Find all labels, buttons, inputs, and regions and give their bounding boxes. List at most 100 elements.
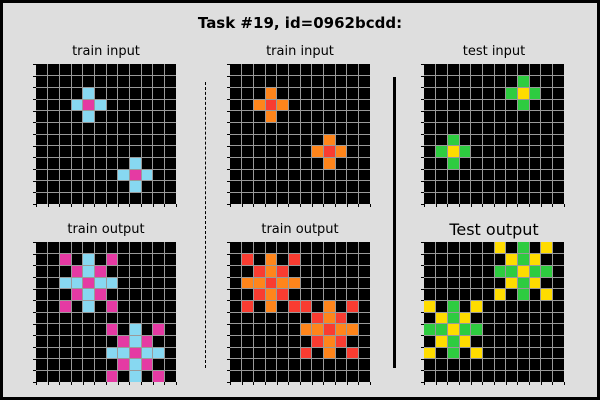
grid-cell-green [459, 145, 471, 158]
grid-cell-red [311, 312, 324, 324]
axis-tick [421, 253, 424, 255]
grid-cell-magenta [152, 323, 165, 336]
grid-test-input [424, 64, 564, 204]
grid-cell-green [459, 323, 471, 336]
axis-tick [447, 382, 449, 385]
gridline-horizontal [230, 121, 370, 123]
grid-cell-orange [346, 323, 359, 336]
grid-cell-green [447, 312, 459, 324]
gridline-horizontal [230, 86, 370, 88]
grid-cell-magenta [94, 265, 106, 277]
grid-cell-magenta [106, 300, 118, 312]
grid-cell-green [505, 87, 518, 99]
axis-tick [33, 370, 36, 372]
axis-tick [117, 204, 119, 207]
axis-tick [421, 110, 424, 112]
axis-tick [421, 99, 424, 100]
grid-cell-green [517, 288, 529, 301]
grid-cell-green [517, 99, 529, 111]
axis-tick [33, 347, 36, 348]
axis-tick [33, 145, 36, 147]
grid-cell-blue [71, 277, 83, 289]
axis-tick [482, 382, 484, 385]
gridline-horizontal [36, 191, 176, 193]
grid-cell-blue [117, 169, 130, 181]
axis-tick [227, 347, 230, 348]
axis-tick [227, 382, 230, 383]
grid-cell-green [517, 277, 529, 289]
panel-label-train-input-1: train input [72, 44, 140, 59]
axis-tick [276, 382, 278, 385]
axis-tick [529, 204, 530, 207]
axis-tick [71, 382, 72, 385]
axis-tick [435, 204, 437, 207]
grid-cell-yellow [447, 145, 459, 158]
panel-label-test-input: test input [462, 44, 526, 59]
grid-train-input-2 [230, 64, 370, 204]
axis-tick [300, 382, 301, 385]
grid-cell-blue [129, 370, 141, 382]
axis-tick [227, 75, 230, 77]
axis-tick [421, 265, 424, 267]
axis-tick [227, 99, 230, 100]
grid-cell-red [265, 277, 277, 289]
gridline-horizontal [36, 311, 176, 313]
grid-cell-orange [323, 347, 335, 359]
gridline-horizontal [424, 98, 564, 100]
axis-tick [421, 347, 424, 348]
axis-tick [227, 145, 230, 147]
axis-tick [227, 288, 230, 290]
gridline-horizontal [36, 346, 176, 348]
grid-cell-blue [129, 358, 141, 371]
gridline-horizontal [36, 145, 176, 147]
grid-cell-orange [265, 253, 277, 266]
axis-tick [370, 382, 371, 385]
gridline-horizontal [36, 276, 176, 278]
gridline-horizontal [424, 180, 564, 182]
axis-tick [164, 204, 166, 207]
grid-cell-red [346, 300, 359, 312]
axis-tick [311, 204, 313, 207]
grid-cell-yellow [494, 242, 506, 254]
axis-tick [227, 312, 230, 313]
axis-tick [300, 204, 301, 207]
panel-label-train-input-2: train input [266, 44, 334, 59]
grid-cell-blue [82, 87, 95, 99]
axis-tick [421, 300, 424, 302]
axis-tick [33, 335, 36, 337]
gridline-horizontal [424, 358, 564, 360]
axis-tick [176, 204, 177, 207]
grid-cell-yellow [529, 253, 541, 266]
grid-cell-blue [129, 157, 141, 169]
grid-cell-green [447, 134, 459, 146]
axis-tick [346, 204, 348, 207]
grid-cell-yellow [505, 253, 518, 266]
axis-tick [358, 382, 360, 385]
grid-train-output-1 [36, 242, 176, 382]
grid-cell-blue [82, 300, 95, 312]
axis-tick [141, 382, 142, 385]
grid-cell-magenta [82, 99, 95, 111]
grid-cell-red [276, 265, 289, 277]
gridline-horizontal [424, 156, 564, 158]
axis-tick [421, 288, 424, 290]
gridline-horizontal [424, 253, 564, 255]
axis-tick [82, 382, 84, 385]
gridline-horizontal [424, 311, 564, 313]
grid-cell-red [300, 347, 312, 359]
panel-label-train-output-2: train output [261, 222, 339, 237]
grid-cell-green [494, 265, 506, 277]
grid-cell-magenta [117, 335, 130, 347]
grid-cell-yellow [540, 288, 553, 301]
grid-cell-green [505, 265, 518, 277]
grid-cell-orange [323, 300, 335, 312]
axis-tick [421, 122, 424, 124]
gridline-horizontal [230, 98, 370, 100]
grid-cell-green [517, 253, 529, 266]
gridline-horizontal [424, 110, 564, 112]
axis-tick [421, 242, 424, 243]
grid-cell-blue [82, 288, 95, 301]
axis-tick [176, 382, 177, 385]
axis-tick [33, 180, 36, 182]
axis-tick [552, 204, 554, 207]
